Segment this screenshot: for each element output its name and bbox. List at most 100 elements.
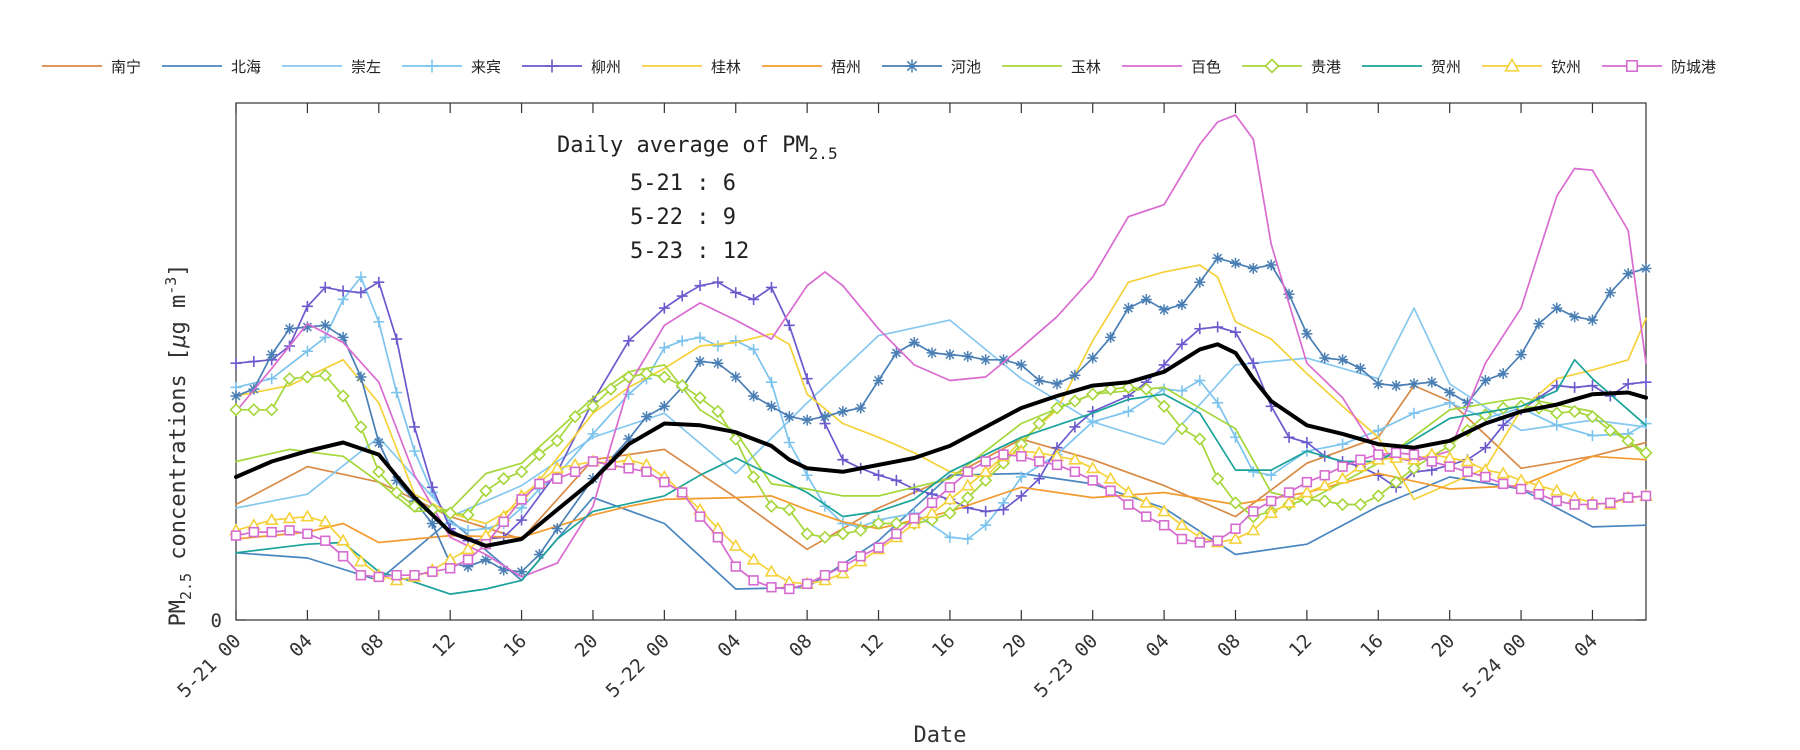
legend-item: 贵港 — [1242, 58, 1341, 76]
data-point — [782, 503, 796, 517]
data-point — [784, 583, 795, 595]
y-axis-label: PM2.5 concentrations [μg m-3] — [162, 263, 195, 626]
data-point — [783, 411, 795, 423]
legend-marker — [1264, 58, 1280, 74]
data-point — [677, 487, 688, 498]
data-point — [1283, 431, 1295, 443]
data-point — [1605, 497, 1616, 509]
data-point — [748, 293, 760, 305]
series-line — [235, 257, 1647, 573]
data-point — [1176, 533, 1188, 545]
data-point — [1354, 362, 1366, 374]
legend-label: 来宾 — [471, 58, 501, 76]
data-point — [391, 569, 402, 581]
data-point — [372, 465, 386, 479]
data-point — [944, 482, 956, 493]
data-point — [354, 554, 368, 567]
data-point — [391, 387, 403, 399]
data-point — [337, 331, 349, 343]
data-point — [1622, 378, 1634, 390]
data-point — [783, 319, 795, 331]
data-point — [855, 402, 867, 414]
data-point — [1301, 436, 1313, 448]
data-point — [1585, 410, 1600, 424]
legend-item: 玉林 — [1002, 58, 1101, 76]
data-point — [1033, 473, 1045, 485]
data-point — [1301, 328, 1313, 340]
data-point — [711, 404, 725, 419]
data-point — [1551, 302, 1563, 314]
data-point — [623, 335, 635, 347]
data-point — [301, 300, 313, 312]
data-point — [871, 516, 886, 531]
data-point — [373, 316, 385, 328]
x-tick-label: 16 — [928, 630, 960, 662]
data-point — [354, 420, 368, 434]
legend-item: 南宁 — [42, 58, 141, 76]
annotation-line-2: 5-22 : 9 — [630, 205, 736, 230]
data-point — [337, 285, 349, 297]
series-8 — [235, 364, 1647, 513]
data-point — [604, 382, 618, 396]
data-point — [516, 514, 528, 526]
data-point — [1228, 531, 1243, 544]
data-point — [1604, 287, 1616, 299]
data-point — [891, 528, 902, 540]
data-point — [1515, 349, 1527, 361]
data-point — [997, 354, 1009, 366]
data-point — [980, 456, 991, 467]
data-point — [694, 356, 706, 367]
x-tick-label: 08 — [785, 630, 817, 662]
data-point — [908, 337, 920, 349]
data-point — [1640, 262, 1652, 274]
data-point — [1335, 497, 1350, 512]
data-point — [819, 569, 831, 581]
series-3 — [230, 271, 1652, 545]
data-point — [693, 391, 707, 405]
data-point — [282, 372, 297, 386]
x-tick-label: 20 — [1427, 630, 1459, 662]
annotation-title: Daily average of PM2.5 — [557, 133, 838, 163]
data-point — [1407, 461, 1421, 475]
data-point — [925, 506, 939, 519]
data-point — [1444, 387, 1456, 399]
data-point — [837, 517, 849, 529]
data-point — [1175, 422, 1189, 436]
data-point — [730, 371, 742, 383]
data-point — [301, 321, 313, 333]
legend-label: 梧州 — [831, 58, 861, 76]
data-point — [1032, 416, 1046, 431]
data-point — [1068, 394, 1082, 408]
series-line — [235, 364, 1647, 513]
x-tick-label: 12 — [1285, 630, 1317, 662]
data-point — [1069, 369, 1081, 381]
data-point — [1408, 378, 1420, 390]
data-point — [765, 376, 777, 388]
data-point — [1086, 387, 1100, 401]
data-point — [498, 564, 510, 576]
data-point — [550, 461, 565, 474]
data-point — [1194, 537, 1205, 548]
data-point — [461, 508, 475, 522]
data-point — [1158, 520, 1170, 531]
data-point — [1569, 499, 1580, 510]
legend-item: 梧州 — [762, 58, 861, 76]
data-point — [675, 378, 689, 393]
data-point — [1622, 492, 1634, 503]
data-point — [836, 527, 850, 541]
data-point — [462, 524, 474, 536]
data-point — [622, 370, 636, 384]
data-point — [1283, 487, 1295, 498]
x-tick-label: 5-24 00 — [1458, 630, 1530, 702]
data-point — [1533, 488, 1545, 500]
data-point — [712, 532, 724, 543]
x-tick-label: 04 — [1570, 630, 1602, 662]
legend-marker — [905, 59, 919, 73]
data-point — [1498, 478, 1509, 490]
data-point — [408, 421, 420, 433]
data-point — [284, 323, 296, 335]
data-point — [657, 370, 671, 384]
x-axis-label: Date — [914, 723, 967, 748]
legend-label: 桂林 — [711, 58, 741, 76]
data-point — [300, 509, 315, 522]
